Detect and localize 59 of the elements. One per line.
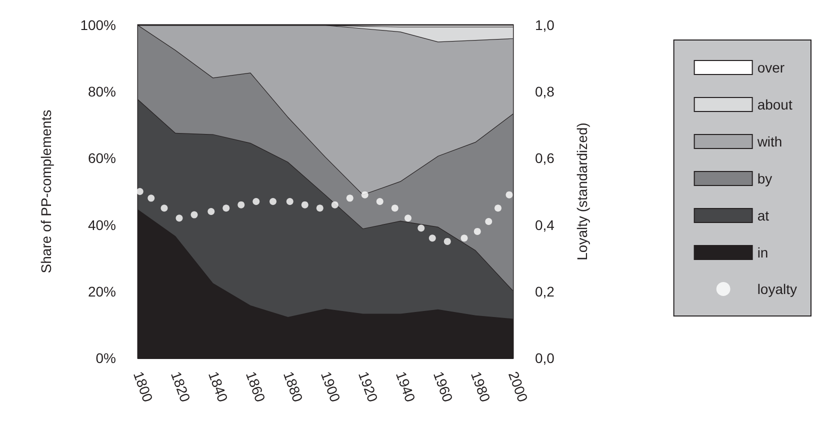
x-tick-label: 1940	[392, 369, 419, 404]
point	[176, 214, 183, 222]
y-tick-label: 40%	[88, 216, 116, 233]
legend-label: at	[757, 208, 770, 224]
point	[208, 208, 215, 215]
x-tick-label: 1920	[355, 369, 382, 404]
point	[474, 228, 481, 235]
point	[238, 201, 245, 208]
y-tick-label: 80%	[88, 84, 116, 100]
point	[485, 218, 492, 225]
point	[428, 234, 436, 242]
y-tick-label: 60%	[88, 150, 116, 166]
x-tick-label: 2000	[505, 369, 532, 404]
x-tick-label: 1800	[130, 369, 156, 404]
point	[494, 204, 502, 212]
point	[316, 204, 324, 212]
y2-tick-label: 0,4	[535, 216, 555, 233]
legend-label: over	[757, 60, 785, 76]
legend-label: loyalty	[757, 281, 798, 297]
legend-label: with	[756, 134, 782, 150]
y2-tick-label: 1,0	[535, 17, 555, 33]
point	[286, 198, 294, 205]
point	[376, 198, 384, 205]
point	[460, 234, 468, 242]
legend-label: about	[757, 96, 792, 112]
point	[391, 204, 398, 212]
y-tick-label: 0%	[96, 350, 116, 366]
y2-axis-title: Loyalty (standardized)	[574, 122, 590, 260]
y2-tick-label: 0,6	[535, 150, 555, 166]
x-tick-label: 1820	[168, 369, 194, 404]
y-tick-label: 100%	[80, 17, 116, 33]
legend-label: in	[757, 244, 768, 260]
x-tick-label: 1960	[430, 369, 456, 404]
point	[331, 201, 338, 208]
x-tick-label: 1980	[468, 369, 494, 404]
point	[418, 224, 425, 232]
x-tick-label: 1860	[242, 369, 269, 404]
point	[506, 191, 513, 198]
y-axis-title: Share of PP-complements	[38, 110, 54, 274]
point	[190, 211, 198, 218]
point	[136, 188, 144, 195]
y-tick-label: 20%	[88, 283, 116, 300]
point	[361, 191, 368, 198]
x-tick-label: 1900	[318, 369, 344, 404]
y2-tick-label: 0,0	[535, 350, 555, 366]
legend-label: by	[757, 170, 772, 186]
point	[444, 238, 451, 245]
point	[404, 214, 412, 222]
point	[160, 204, 168, 212]
point	[148, 194, 155, 202]
point	[270, 198, 276, 205]
point	[301, 201, 308, 208]
x-tick-label: 1840	[205, 369, 232, 404]
point	[252, 198, 260, 205]
point	[346, 194, 354, 202]
point	[222, 204, 230, 212]
y2-tick-label: 0,8	[535, 84, 555, 100]
x-tick-label: 1880	[280, 369, 306, 404]
y2-tick-label: 0,2	[535, 283, 555, 300]
